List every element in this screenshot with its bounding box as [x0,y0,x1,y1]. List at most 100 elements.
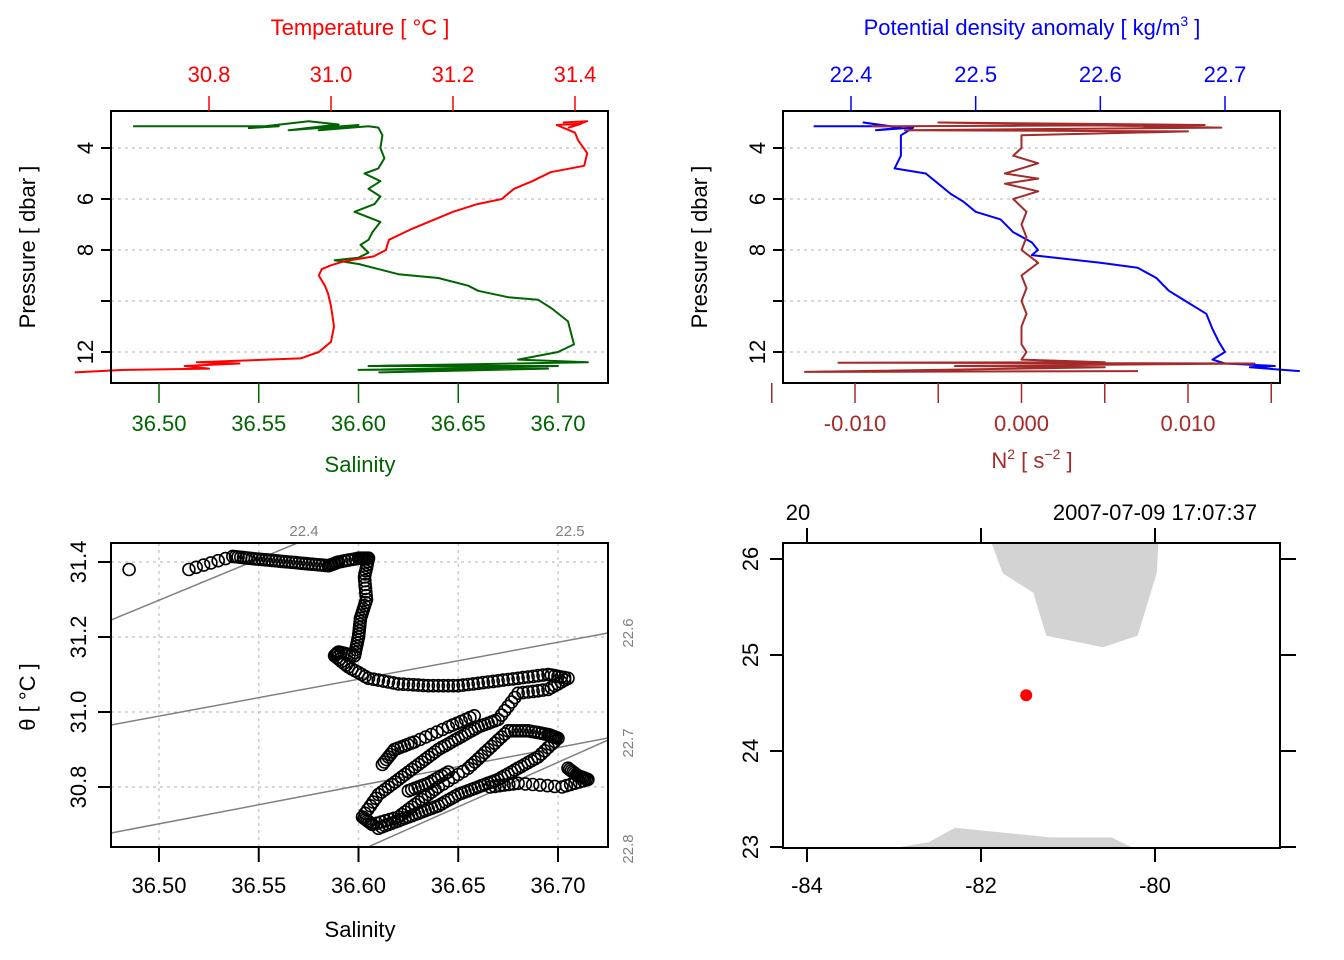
y-tick-label: 6 [745,193,770,205]
data-point [461,677,476,692]
data-point [189,560,203,575]
x-tick-label: -82 [965,873,997,898]
data-point [501,777,516,792]
bottom-axis-title: Salinity [325,452,396,477]
series-line-salinity [133,120,589,374]
data-point [401,677,416,692]
x-bottom-tick-label: 36.70 [530,411,585,436]
panel-profile-density: 4 6 8 12 -0.010 0.000 0.010 22.4 22.5 22.6 22.7 Po… [687,13,1300,473]
y-tick-label: 25 [738,643,763,667]
y-axis-title: θ [ °C ] [15,663,40,730]
plot-frame [782,110,1281,384]
x-bottom-tick-label: -0.010 [824,411,886,436]
isopycnal-label: 22.6 [620,618,637,647]
x-bottom-tick-label: 36.60 [331,411,386,436]
y-tick-label: 6 [73,193,98,205]
data-point [518,777,533,791]
data-point [504,695,519,709]
series-line-potential-density-anomaly [813,121,1300,373]
data-point [358,567,372,581]
data-point [525,777,540,792]
data-point [426,678,441,693]
x-top-tick-label: 31.4 [554,62,597,87]
grid-lines [111,543,608,847]
data-point [474,748,489,763]
x-top-tick-label: 31.2 [432,62,475,87]
data-point [476,675,491,690]
isopycnal-line [367,739,608,847]
data-point [396,677,411,692]
data-point [579,772,594,786]
data-point [507,723,522,738]
data-point [494,730,509,744]
grid-lines [111,147,608,353]
axes: 4 6 8 12 36.50 36.55 36.60 36.65 36.70 30.8 31.0 31… [73,62,596,436]
data-series [804,121,1300,373]
data-point [514,759,529,774]
data-point [411,678,426,692]
x-tick-label: 36.50 [131,873,186,898]
x-top-tick-label: 22.6 [1079,62,1122,87]
data-point [386,676,401,690]
y-tick-label: 8 [73,244,98,256]
data-point [404,736,418,751]
y-tick-label: 24 [738,739,763,763]
data-point [496,673,510,687]
isopycnal-line [111,543,300,621]
data-point [471,676,486,691]
data-point [376,674,391,688]
axes: 36.50 36.55 36.60 36.65 36.70 30.8 31.0 31.2 31.… [66,523,637,898]
x-tick-label: -80 [1139,873,1171,898]
data-point [371,673,386,687]
x-tick-label: 36.55 [231,873,286,898]
data-point [533,778,547,792]
y-tick-label: 23 [738,835,763,859]
data-point [487,779,502,794]
isopycnal-label: 22.5 [555,523,584,540]
data-point [451,678,466,693]
data-point [497,778,511,792]
y-tick-label: 4 [745,142,770,154]
x-tick-label: 36.65 [431,873,486,898]
y-tick-label: 31.4 [66,541,91,584]
y-tick-label: 12 [73,340,98,364]
plot-frame [782,542,1281,849]
data-point [391,677,406,691]
data-point [358,806,372,821]
y-tick-label: 8 [745,244,770,256]
data-point [374,820,389,834]
data-point [454,729,469,744]
data-point [381,675,396,689]
data-point [544,680,559,695]
data-point [531,668,545,683]
series-line-n- [804,121,1256,373]
y-tick-label: 31.2 [66,616,91,659]
panel-profile-ts: 4 6 8 12 36.50 36.55 36.60 36.65 36.70 30.8 31.0 31… [15,15,609,477]
y-tick-label: 26 [738,547,763,571]
top-axis-title: Potential density anomaly [ kg/m3 ] [864,13,1201,40]
data-points [122,549,595,836]
land-polygons [894,543,1159,848]
land-polygon [991,543,1159,648]
station-number-label: 20 [786,500,810,525]
x-bottom-tick-label: 36.50 [131,411,186,436]
y-tick-label: 31.0 [66,691,91,734]
data-point [378,782,392,797]
axes: 4 6 8 12 -0.010 0.000 0.010 22.4 22.5 22.6 22.7 [745,62,1272,436]
data-point [122,562,136,577]
data-point [537,743,552,758]
x-axis-title: Salinity [325,917,396,942]
data-point [501,672,515,687]
x-top-tick-label: 22.7 [1204,62,1247,87]
x-bottom-tick-label: 0.000 [994,411,1049,436]
data-point [497,727,512,741]
data-point [517,723,532,738]
isopycnal-label: 22.4 [289,523,318,540]
data-point [404,782,419,797]
y-tick-label: 4 [73,142,98,154]
top-axis-title: Temperature [ °C ] [271,15,450,40]
data-point [278,554,293,569]
data-point [436,678,451,693]
data-point [421,678,436,693]
data-point [492,778,507,793]
